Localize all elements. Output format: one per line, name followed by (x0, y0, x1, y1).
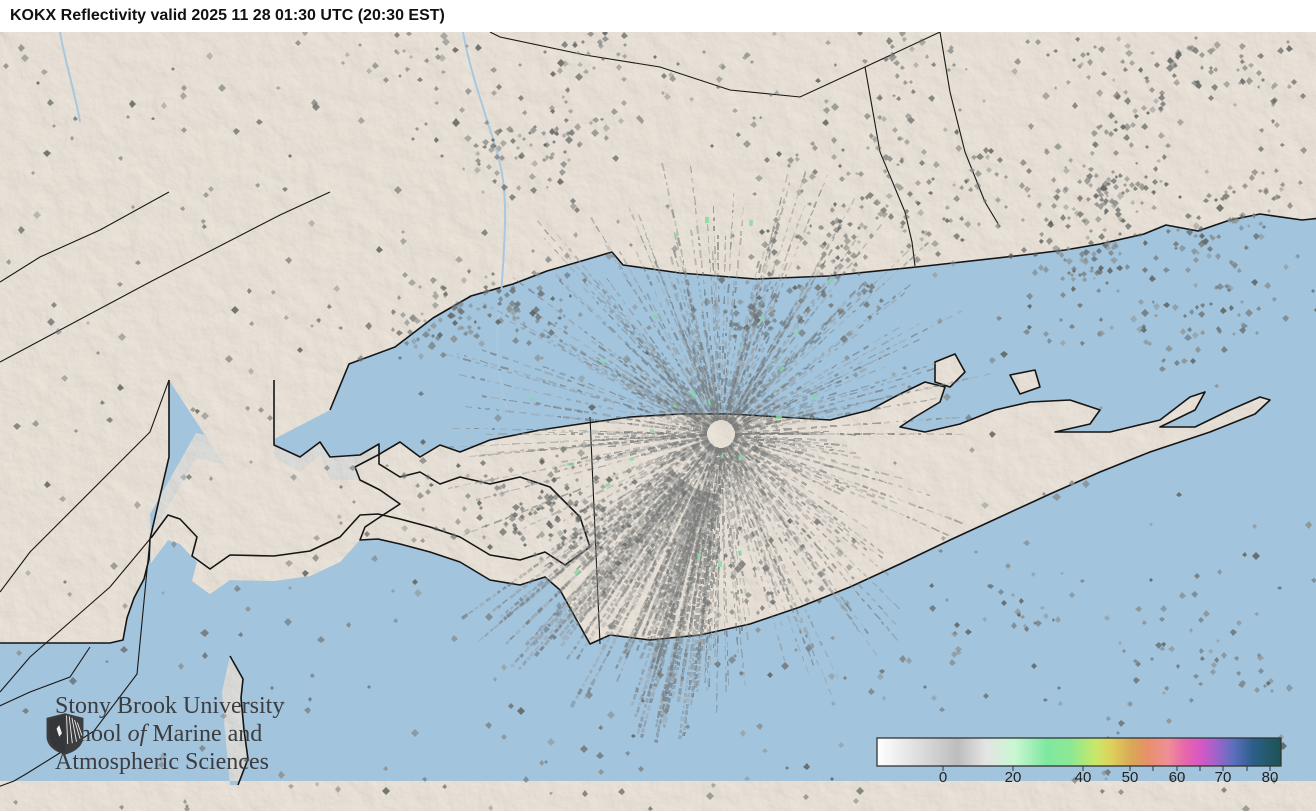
svg-text:70: 70 (1215, 769, 1232, 782)
svg-text:40: 40 (1075, 769, 1092, 782)
svg-text:0: 0 (939, 769, 947, 782)
svg-text:50: 50 (1122, 769, 1139, 782)
svg-text:80: 80 (1262, 769, 1279, 782)
svg-text:60: 60 (1169, 769, 1186, 782)
svg-text:20: 20 (1005, 769, 1022, 782)
